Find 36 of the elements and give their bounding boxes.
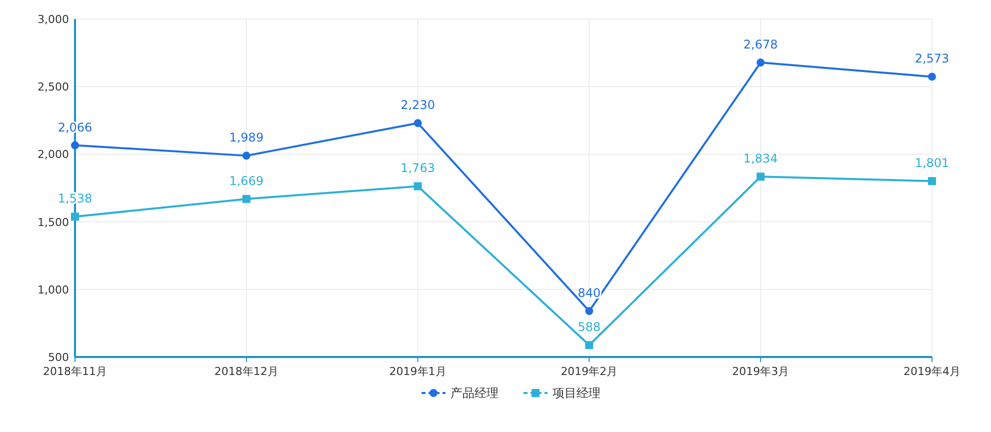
data-label: 1,801 [914,156,950,170]
point [585,341,594,350]
y-tick-label: 500 [48,351,69,364]
legend-label: 产品经理 [450,386,498,400]
point [71,141,79,150]
point [928,177,936,186]
x-tick-label: 2019年4月 [904,365,960,378]
y-tick-label: 2,500 [38,80,69,94]
data-label: 1,834 [743,152,778,166]
x-tick-label: 2018年11月 [43,365,107,378]
x-tick-label: 2018年12月 [214,365,278,378]
x-tick-label: 2019年1月 [389,365,446,378]
data-label: 588 [578,320,601,334]
y-tick-label: 1,000 [38,283,69,296]
data-label: 1,989 [229,130,264,145]
data-label: 840 [578,286,601,300]
x-tick-label: 2019年2月 [560,365,618,378]
point [928,72,936,81]
point [242,194,250,203]
point [414,182,422,190]
point [756,172,765,181]
point [71,212,79,221]
y-tick-label: 3,000 [38,13,69,26]
data-label: 2,678 [743,38,778,52]
y-tick-label: 2,000 [38,148,69,162]
legend-label: 项目经理 [552,386,600,400]
point [756,58,765,67]
point [414,119,422,128]
point [242,152,250,160]
data-label: 1,669 [229,174,264,188]
data-label: 2,573 [914,52,950,66]
point [585,307,594,316]
x-tick-label: 2019年3月 [732,365,790,378]
data-label: 1,763 [400,161,435,176]
data-label: 2,230 [400,98,435,112]
y-tick-label: 1,500 [38,216,69,229]
